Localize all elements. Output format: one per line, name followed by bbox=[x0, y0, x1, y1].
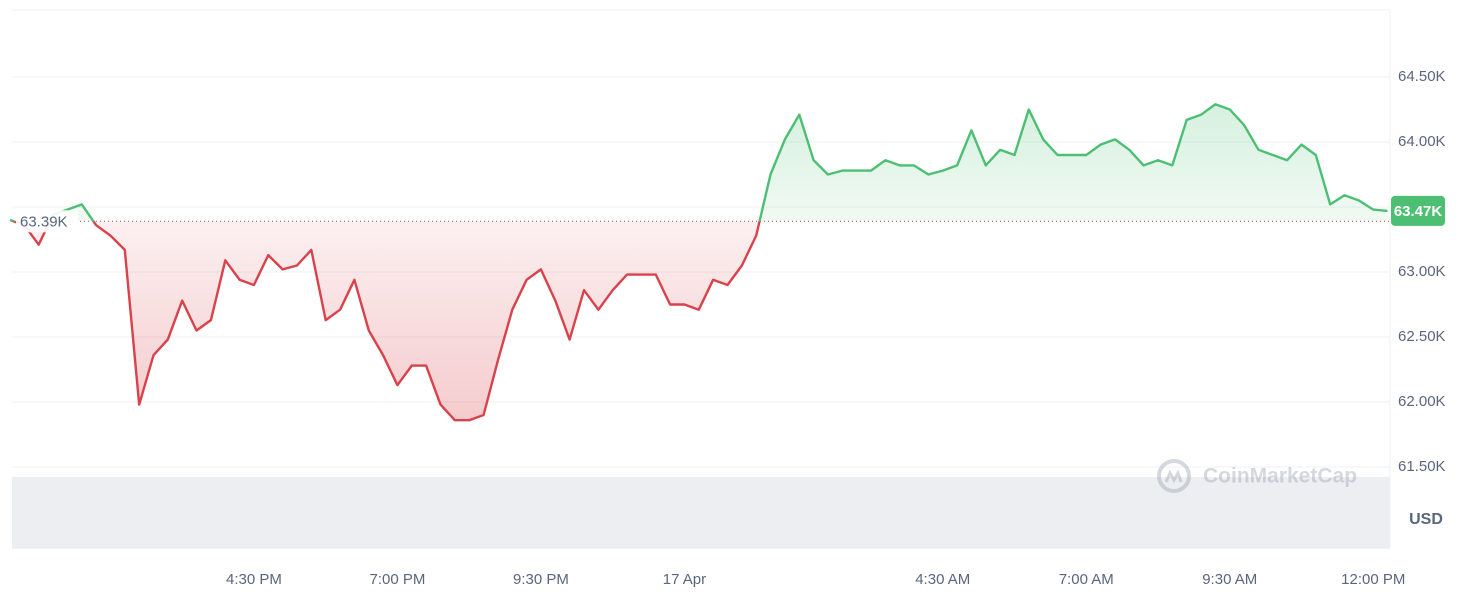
x-tick-label: 9:30 PM bbox=[513, 571, 569, 588]
y-tick-label: 64.00K bbox=[1398, 133, 1446, 150]
baseline-label: 63.39K bbox=[20, 213, 68, 230]
watermark-text: CoinMarketCap bbox=[1203, 465, 1357, 488]
x-tick-label: 7:00 AM bbox=[1059, 571, 1114, 588]
y-tick-label: 62.00K bbox=[1398, 393, 1446, 410]
x-tick-label: 12:00 PM bbox=[1341, 571, 1405, 588]
x-tick-label: 9:30 AM bbox=[1202, 571, 1257, 588]
price-line bbox=[9, 103, 1388, 422]
last-price-label: 63.47K bbox=[1394, 203, 1443, 220]
currency-label: USD bbox=[1409, 511, 1443, 528]
baseline-label-bg bbox=[16, 210, 78, 233]
last-price-box bbox=[1391, 195, 1445, 226]
watermark: CoinMarketCap bbox=[1157, 459, 1357, 493]
y-tick-label: 63.00K bbox=[1398, 263, 1446, 280]
x-tick-label: 17 Apr bbox=[663, 571, 706, 588]
x-tick-label: 7:00 PM bbox=[370, 571, 426, 588]
y-tick-label: 61.50K bbox=[1398, 458, 1446, 475]
x-tick-label: 4:30 AM bbox=[915, 571, 970, 588]
area-fill bbox=[10, 104, 1388, 421]
volume-area bbox=[12, 477, 1390, 548]
y-tick-label: 62.50K bbox=[1398, 328, 1446, 345]
x-tick-label: 4:30 PM bbox=[226, 571, 282, 588]
y-tick-label: 64.50K bbox=[1398, 68, 1446, 85]
